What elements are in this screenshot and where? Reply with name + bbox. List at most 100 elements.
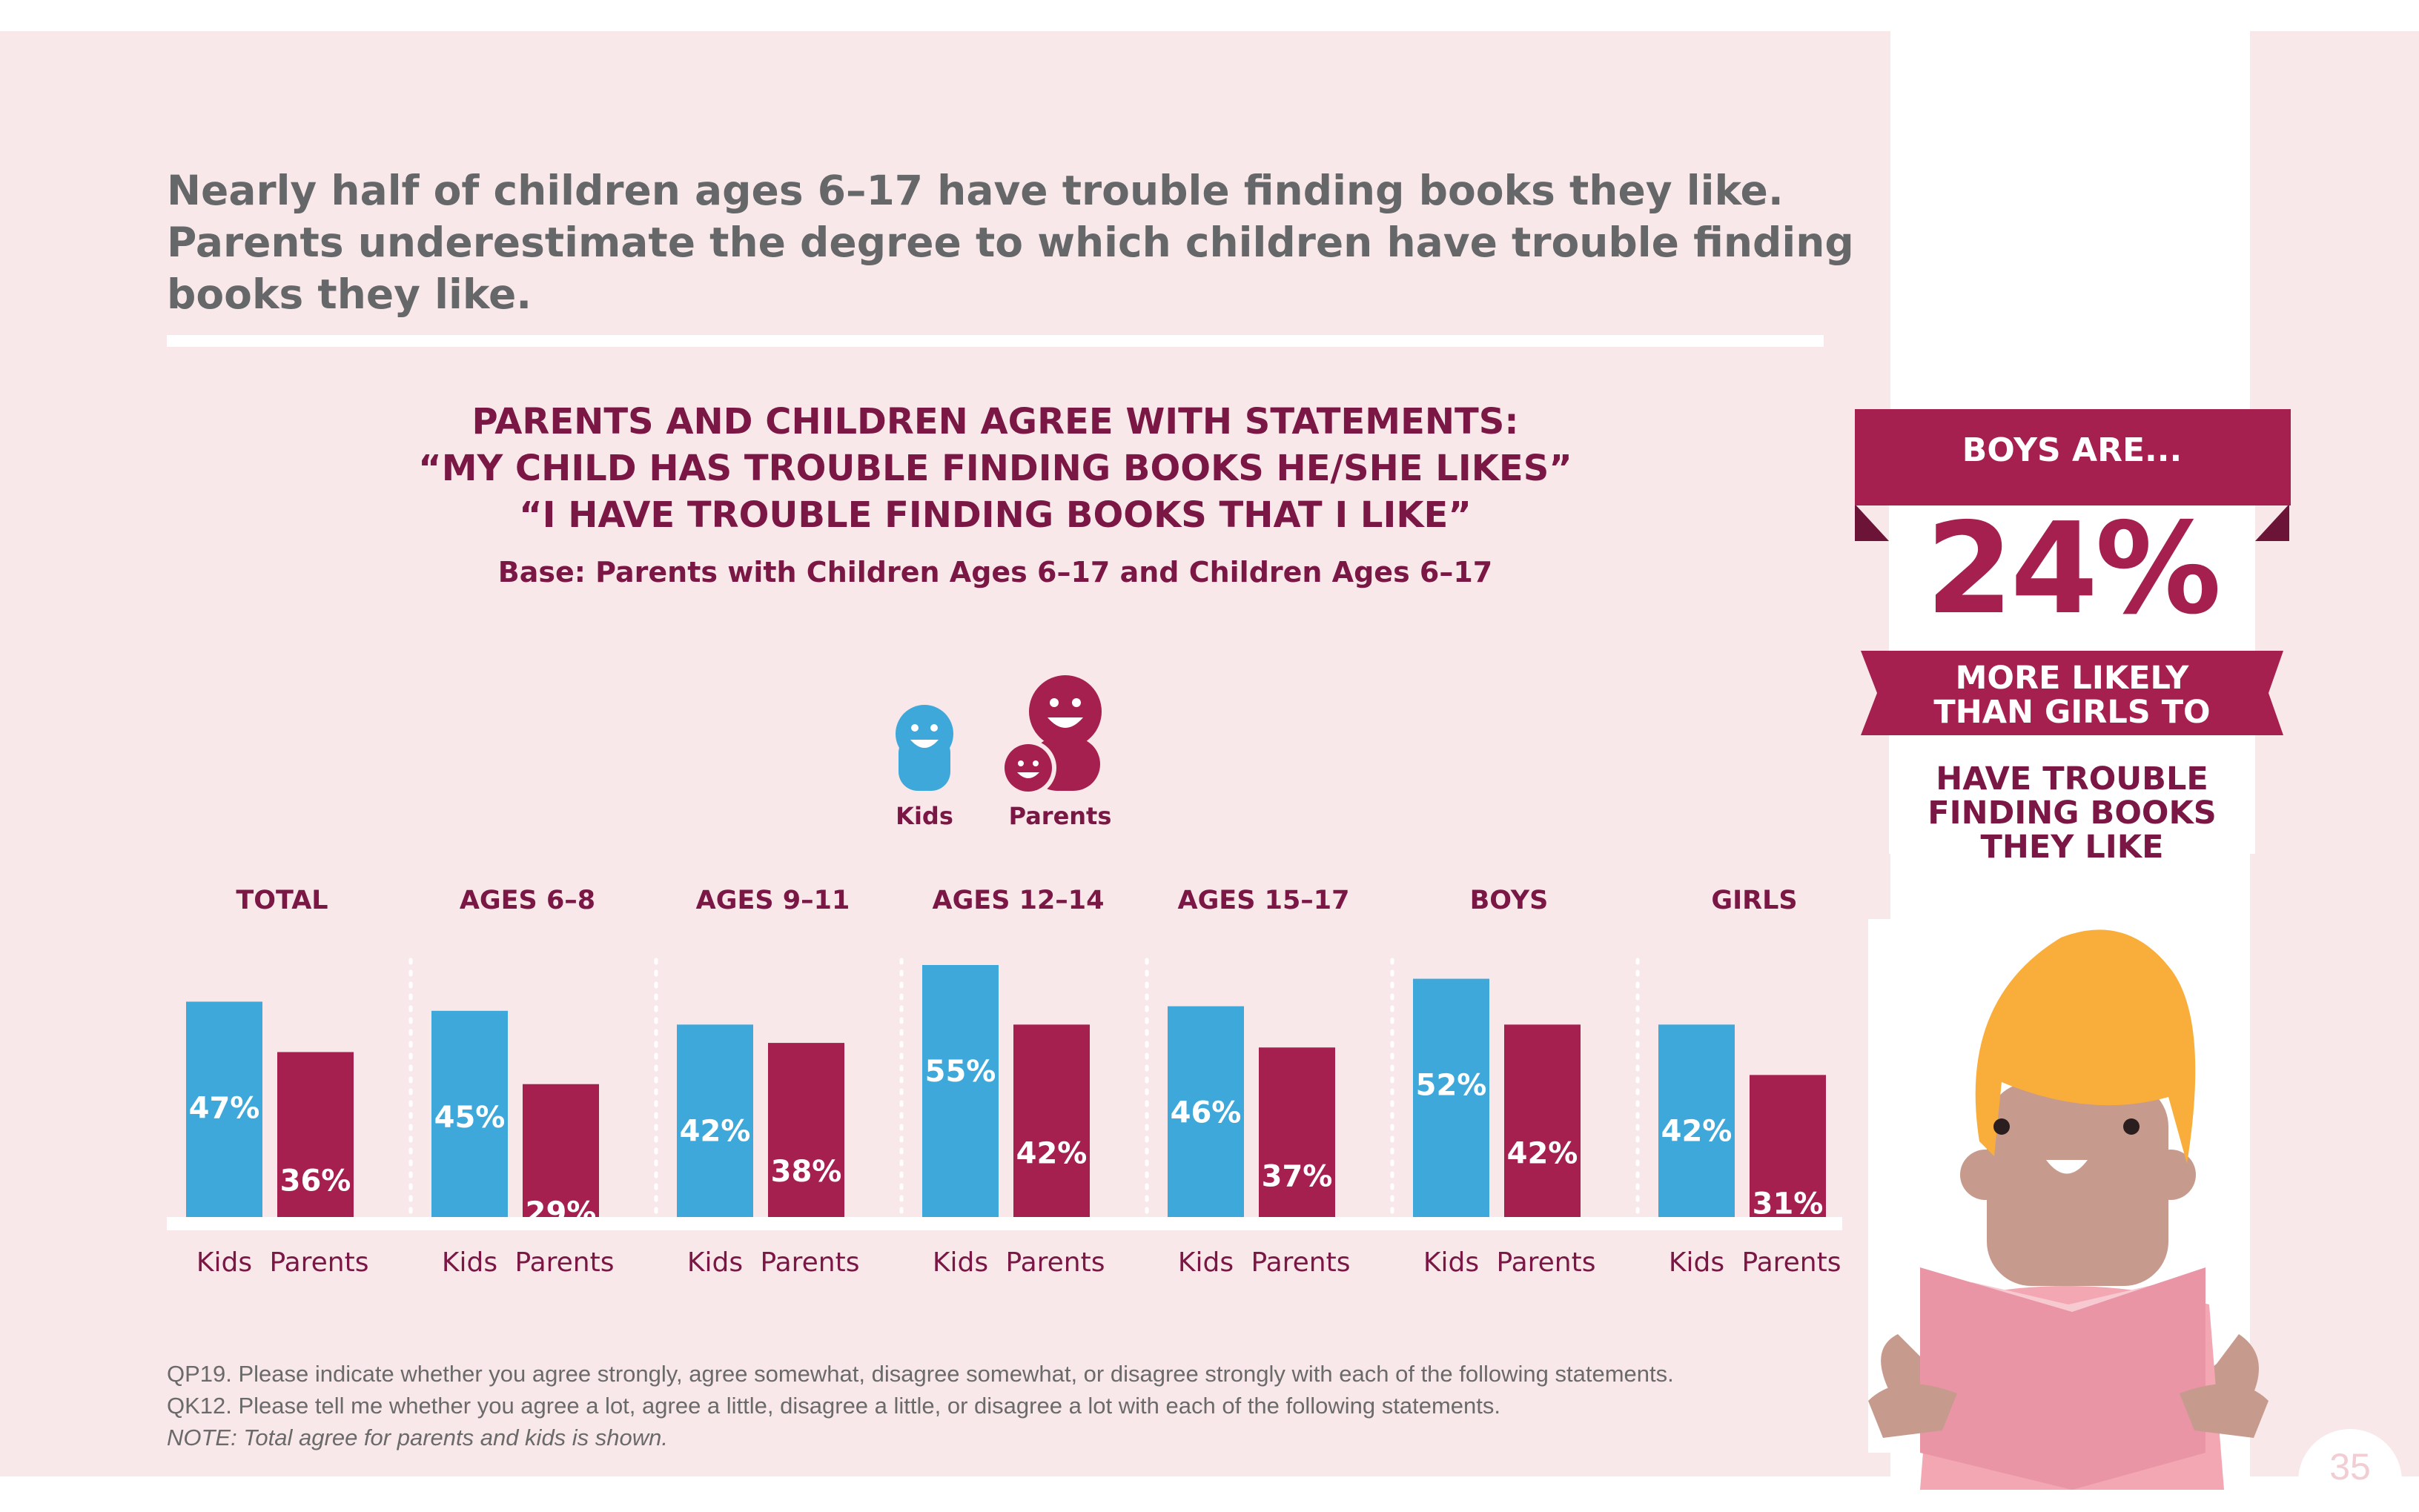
group-label: BOYS xyxy=(1470,886,1549,915)
callout-line-1: MORE LIKELY THAN GIRLS TO xyxy=(1853,661,2291,729)
footnotes: QP19. Please indicate whether you agree … xyxy=(167,1358,1887,1453)
hair xyxy=(1975,929,2196,1164)
book-right-cover xyxy=(2072,1267,2205,1490)
parents-bar xyxy=(768,1043,844,1217)
group-label: AGES 15–17 xyxy=(1177,886,1349,915)
boys-callout: BOYS ARE... 24% MORE LIKELY THAN GIRLS TO… xyxy=(1853,408,2298,867)
side-strip xyxy=(2250,31,2419,1476)
value-label: 55% xyxy=(925,1055,996,1089)
text-line: “I HAVE TROUBLE FINDING BOOKS THAT I LIK… xyxy=(519,494,1472,536)
baseline xyxy=(167,1217,1842,1230)
callout-heading: BOYS ARE... xyxy=(1962,431,2183,469)
value-label: 46% xyxy=(1171,1096,1242,1130)
footnote-qk12: QK12. Please tell me whether you agree a… xyxy=(167,1393,1500,1419)
text-line: “MY CHILD HAS TROUBLE FINDING BOOKS HE/S… xyxy=(418,448,1572,489)
smile xyxy=(2046,1160,2088,1174)
kids-bar xyxy=(431,1010,508,1217)
bar-axis-label: Kids xyxy=(442,1247,497,1278)
bar-axis-label: Kids xyxy=(1669,1247,1724,1278)
text-line: MORE LIKELY xyxy=(1955,660,2189,697)
heading-ribbon xyxy=(1855,504,1889,541)
value-label: 36% xyxy=(280,1164,351,1198)
bar-axis-label: Kids xyxy=(1423,1247,1479,1278)
page-headline: Nearly half of children ages 6–17 have t… xyxy=(167,167,1854,318)
text-line: THAN GIRLS TO xyxy=(1933,694,2211,731)
left-hand xyxy=(1868,1384,1957,1438)
middle-ribbon xyxy=(1861,651,2283,735)
bar-group: BOYS 52% Kids 42% Parents xyxy=(1390,886,1596,1278)
parents-bar xyxy=(1504,1024,1581,1217)
right-eye xyxy=(2123,1118,2140,1135)
boy-reading-illustration xyxy=(1868,919,2269,1490)
bar-axis-label: Parents xyxy=(515,1247,615,1278)
bar-group: AGES 12–14 55% Kids 42% Parents xyxy=(899,886,1105,1278)
bar-axis-label: Parents xyxy=(270,1247,369,1278)
value-label: 31% xyxy=(1753,1187,1824,1221)
bar-group: GIRLS 42% Kids 31% Parents xyxy=(1635,886,1841,1278)
callout-line-2: HAVE TROUBLE FINDING BOOKS THEY LIKE xyxy=(1853,762,2291,864)
footnote-note: NOTE: Total agree for parents and kids i… xyxy=(167,1425,669,1450)
parent-and-child-icon xyxy=(1000,675,1102,796)
value-label: 42% xyxy=(1507,1136,1578,1170)
page-number-tab: 35 xyxy=(2298,1429,2402,1511)
kids-bar xyxy=(1168,1006,1244,1217)
left-ear xyxy=(1960,1150,2011,1200)
group-label: AGES 12–14 xyxy=(932,886,1104,915)
chart-subtitle: Base: Parents with Children Ages 6–17 an… xyxy=(497,556,1493,588)
kids-bar xyxy=(677,1024,753,1217)
legend-label-kids: Kids xyxy=(896,802,953,830)
left-eye xyxy=(1993,1118,2010,1135)
divider xyxy=(167,335,1824,347)
kids-bar xyxy=(922,965,999,1217)
value-label: 42% xyxy=(680,1114,751,1148)
kid-face-icon xyxy=(896,705,953,791)
text-line: FINDING BOOKS xyxy=(1927,795,2217,832)
bar-axis-label: Parents xyxy=(1497,1247,1596,1278)
value-label: 38% xyxy=(771,1155,842,1189)
text-line: HAVE TROUBLE xyxy=(1936,760,2208,798)
bar-axis-label: Kids xyxy=(687,1247,743,1278)
parents-bar xyxy=(1013,1024,1090,1217)
kids-bar xyxy=(1413,978,1489,1217)
value-label: 52% xyxy=(1416,1069,1487,1103)
book-left-cover xyxy=(1920,1267,2072,1490)
kids-bar xyxy=(1658,1024,1735,1217)
right-hand xyxy=(2180,1384,2269,1438)
chart-title-line: PARENTS AND CHILDREN AGREE WITH STATEMEN… xyxy=(167,399,1824,539)
value-label: 47% xyxy=(189,1091,260,1125)
bar-group: AGES 9–11 42% Kids 38% Parents xyxy=(654,886,860,1278)
parents-bar xyxy=(277,1052,354,1217)
value-label: 45% xyxy=(434,1101,506,1135)
bar-group: AGES 15–17 46% Kids 37% Parents xyxy=(1145,886,1351,1278)
callout-value: 24% xyxy=(1925,496,2222,643)
group-label: AGES 6–8 xyxy=(460,886,595,915)
right-ear xyxy=(2145,1150,2196,1200)
footnote-qp19: QP19. Please indicate whether you agree … xyxy=(167,1361,1674,1387)
bar-group: TOTAL 47% Kids 36% Parents xyxy=(186,886,369,1278)
parents-bar xyxy=(523,1084,599,1217)
heading-ribbon-band xyxy=(1855,409,2291,505)
text-line: PARENTS AND CHILDREN AGREE WITH STATEMEN… xyxy=(471,401,1519,442)
value-label: 42% xyxy=(1661,1114,1733,1148)
face xyxy=(1987,1082,2168,1286)
page-number: 35 xyxy=(2329,1446,2371,1488)
group-label: GIRLS xyxy=(1711,886,1797,915)
bar-axis-label: Parents xyxy=(1006,1247,1105,1278)
parents-bar xyxy=(1750,1075,1826,1217)
bar-axis-label: Parents xyxy=(761,1247,860,1278)
group-label: TOTAL xyxy=(236,886,328,915)
group-label: AGES 9–11 xyxy=(696,886,850,915)
bar-axis-label: Parents xyxy=(1742,1247,1841,1278)
value-label: 42% xyxy=(1016,1136,1088,1170)
parents-bar xyxy=(1259,1047,1335,1217)
heading-ribbon-fold-right xyxy=(2255,504,2289,541)
text-line: THEY LIKE xyxy=(1980,829,2164,866)
kids-bar xyxy=(186,1001,262,1217)
value-label: 37% xyxy=(1262,1159,1333,1193)
bar-axis-label: Kids xyxy=(1178,1247,1234,1278)
bar-axis-label: Kids xyxy=(196,1247,252,1278)
chart-title: PARENTS AND CHILDREN AGREE WITH STATEMEN… xyxy=(167,399,1824,539)
legend-label-parents: Parents xyxy=(1009,802,1112,830)
